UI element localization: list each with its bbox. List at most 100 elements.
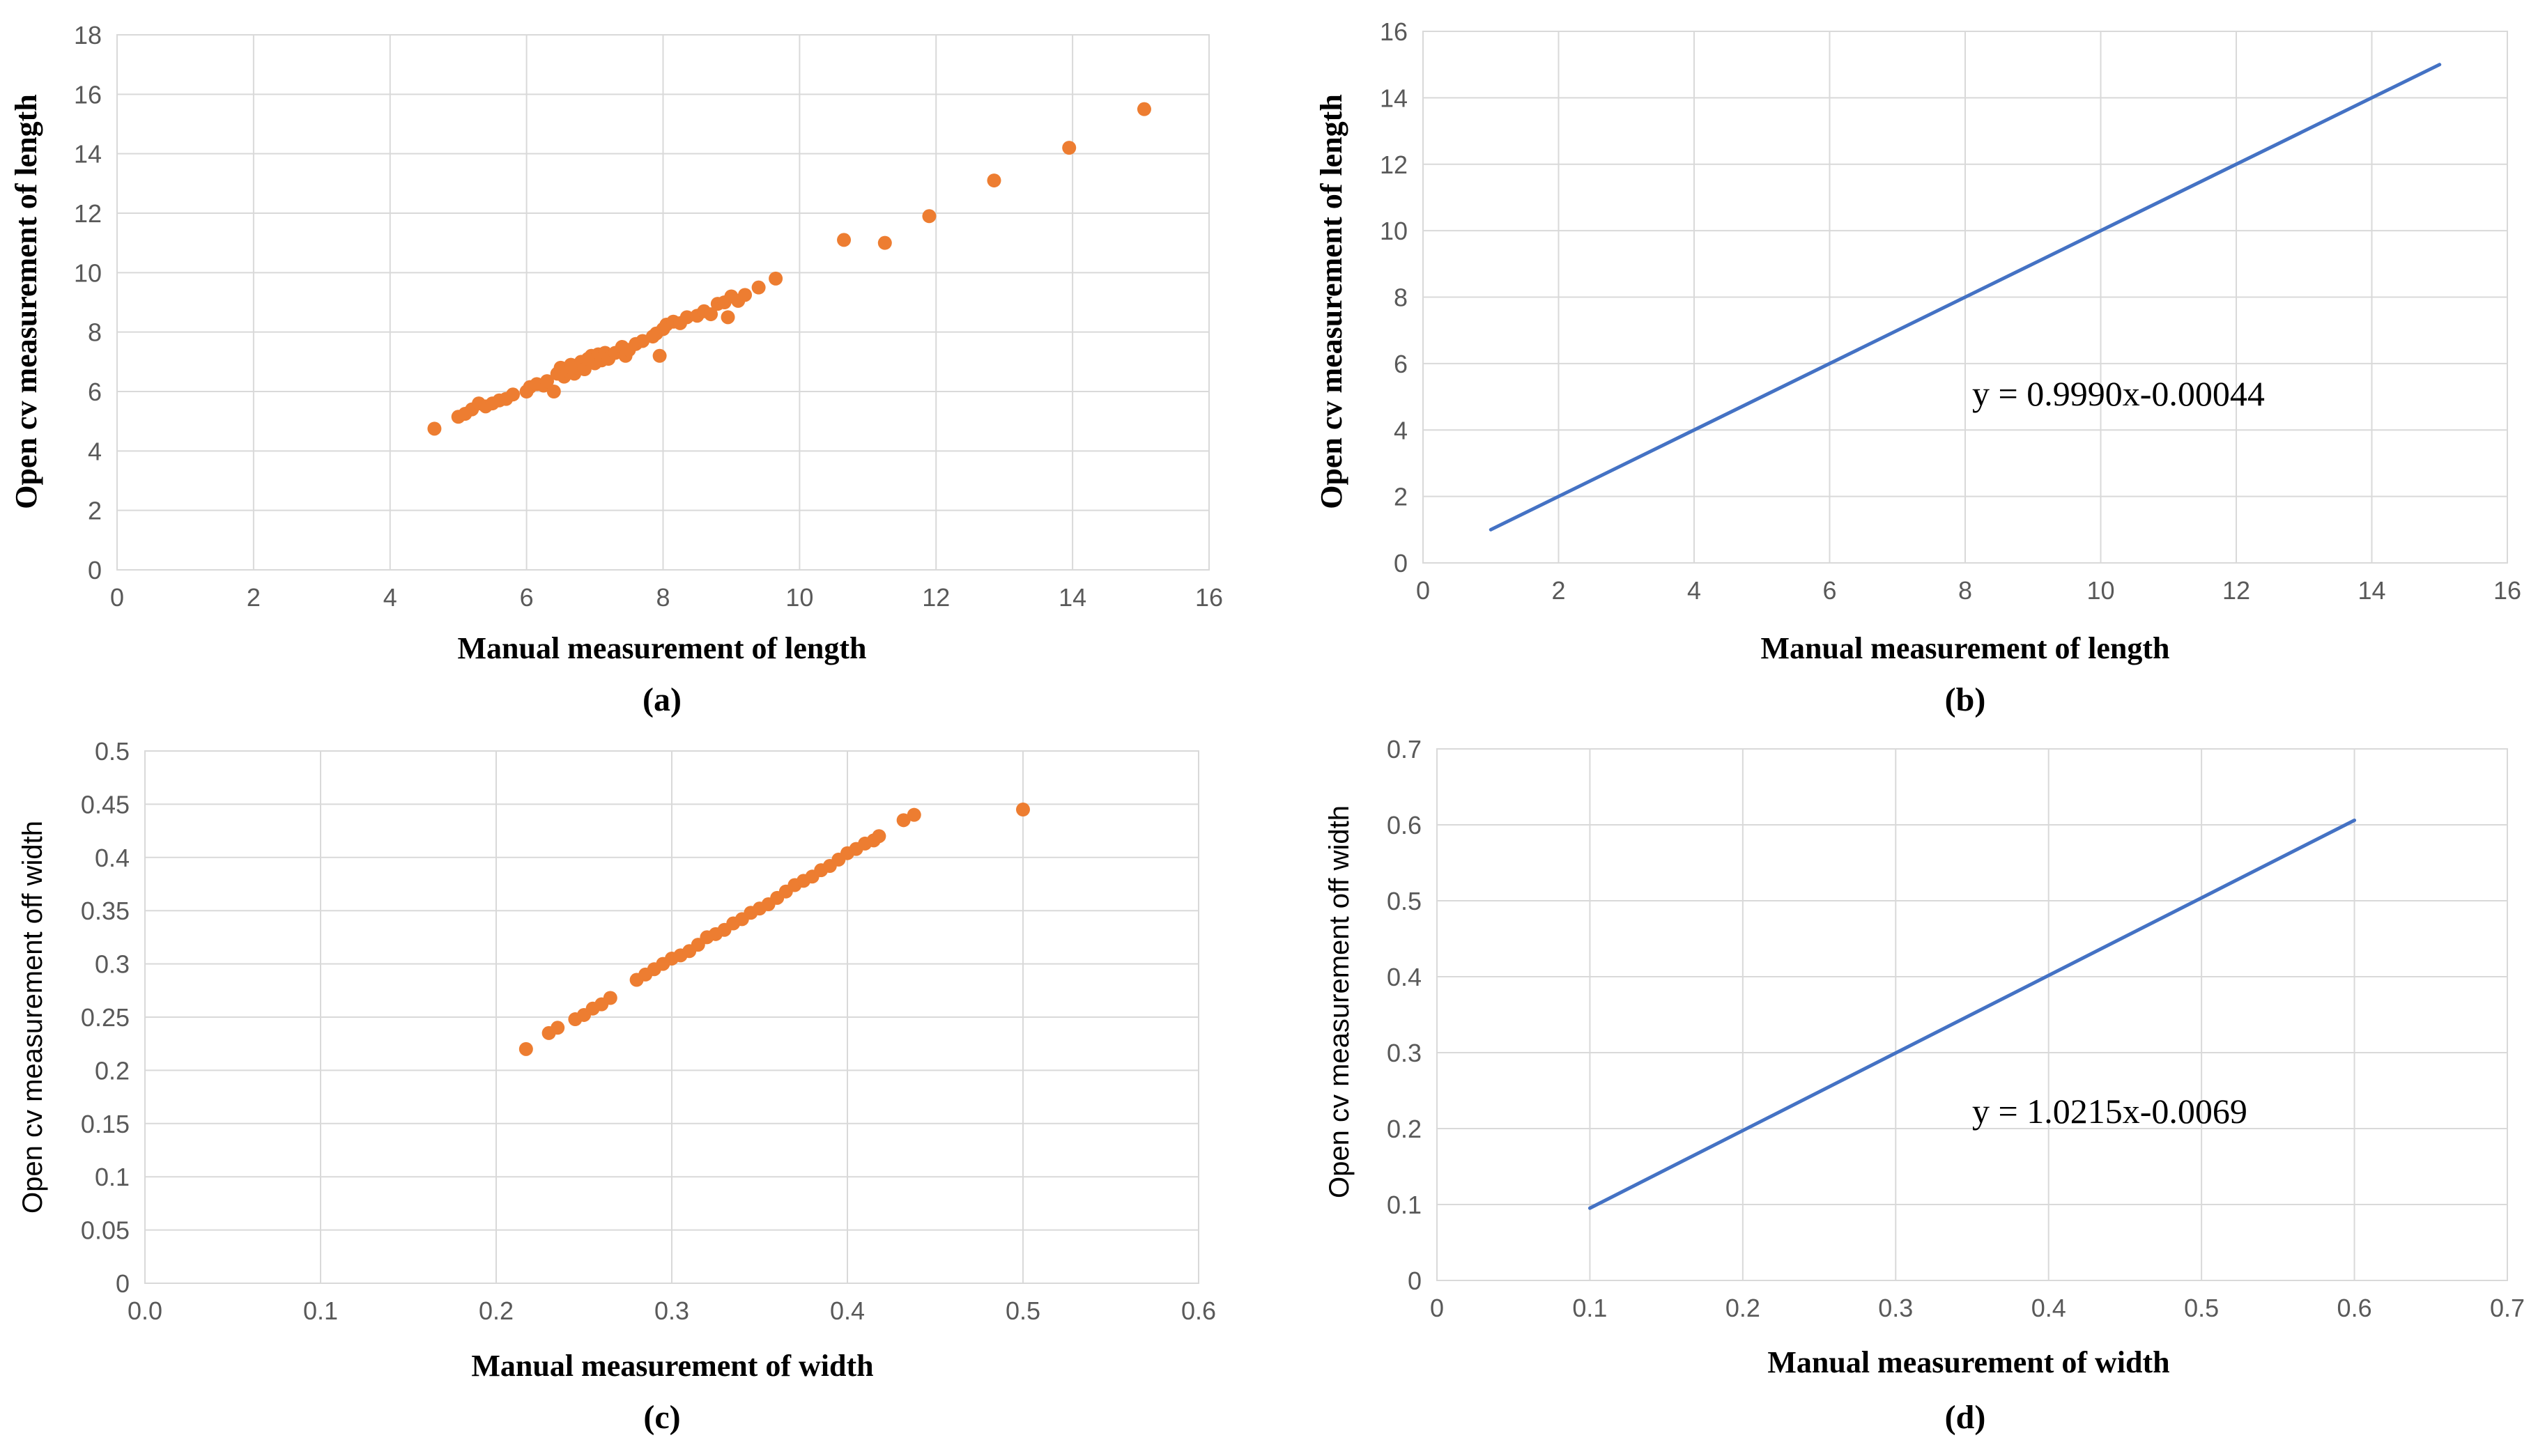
data-point: [540, 374, 555, 389]
x-tick-label: 0.1: [1572, 1294, 1607, 1322]
data-point: [679, 310, 694, 325]
x-tick-label: 2: [1551, 576, 1565, 605]
panel-label-d: (d): [1945, 1399, 1986, 1436]
y-tick-label: 2: [1394, 483, 1408, 511]
y-tick-label: 0.15: [81, 1110, 130, 1138]
x-tick-label: 0: [1430, 1294, 1444, 1322]
chart-panel-a: 0 2 4 6 8 10 12 14 16 0 2 4 6 8 10 12 14 16 18 Manual meas…: [9, 21, 1223, 718]
x-tick-label: 0.6: [2337, 1294, 2372, 1322]
y-tick-label: 4: [1394, 416, 1408, 444]
y-tick-label: 4: [88, 437, 102, 465]
x-tick-label: 2: [247, 583, 261, 612]
chart-panel-b: 0 2 4 6 8 10 12 14 16 0 2 4 6 8 10 12 14 16 Manual measur…: [1314, 17, 2521, 718]
data-point: [769, 271, 783, 286]
x-tick-label: 0.2: [1725, 1294, 1760, 1322]
data-point: [652, 348, 667, 363]
y-tick-label: 12: [74, 199, 102, 228]
y-tick-label: 0: [116, 1269, 130, 1298]
y-tick-label: 0.7: [1387, 735, 1422, 764]
x-tick-label: 12: [2222, 576, 2250, 605]
y-tick-label: 0.1: [1387, 1191, 1422, 1219]
x-tick-label: 14: [1059, 583, 1086, 612]
x-tick-label: 0.0: [128, 1296, 162, 1325]
y-tick-label: 0.1: [95, 1163, 130, 1191]
y-tick-label: 0: [1408, 1267, 1422, 1295]
x-axis-title-b: Manual measurement of length: [1760, 631, 2169, 665]
data-point: [1137, 102, 1151, 116]
regression-line: [1489, 63, 2442, 532]
y-axis-title-b: Open cv measurement of length: [1314, 94, 1348, 509]
x-axis-title-d: Manual measurement of width: [1767, 1345, 2169, 1379]
y-tick-label: 8: [1394, 284, 1408, 312]
plot-area-c: 0.0 0.1 0.2 0.3 0.4 0.5 0.6 0 0.05 0.1 0.15 0.2 0.25…: [81, 737, 1216, 1325]
panel-label-c: (c): [643, 1399, 680, 1436]
plot-frame: [116, 34, 1210, 571]
x-tick-label: 0.2: [479, 1296, 514, 1325]
y-tick-label: 0.5: [1387, 887, 1422, 915]
y-tick-label: 6: [88, 378, 102, 406]
x-axis-title-c: Manual measurement of width: [471, 1349, 873, 1383]
y-tick-label: 8: [88, 318, 102, 347]
x-tick-label: 0.3: [654, 1296, 689, 1325]
data-point: [987, 173, 1001, 188]
y-tick-label: 0: [1394, 549, 1408, 578]
y-tick-label: 0.3: [95, 950, 130, 979]
y-tick-label: 0: [88, 556, 102, 584]
x-tick-label: 0.4: [2031, 1294, 2066, 1322]
x-tick-label: 0.4: [830, 1296, 865, 1325]
y-axis-title-a: Open cv measurement of length: [9, 94, 43, 509]
y-tick-label: 0.2: [1387, 1115, 1422, 1143]
y-tick-label: 0.25: [81, 1003, 130, 1032]
y-tick-label: 12: [1380, 150, 1408, 179]
y-tick-label: 0.6: [1387, 811, 1422, 839]
x-tick-label: 0.5: [1006, 1296, 1040, 1325]
x-tick-label: 6: [520, 583, 534, 612]
x-tick-label: 0.5: [2184, 1294, 2219, 1322]
x-tick-label: 10: [2086, 576, 2114, 605]
data-point: [721, 310, 735, 325]
y-tick-label: 14: [74, 140, 102, 169]
plot-area-b: 0 2 4 6 8 10 12 14 16 0 2 4 6 8 10 12 14 16: [1380, 17, 2521, 605]
chart-panel-d: 0 0.1 0.2 0.3 0.4 0.5 0.6 0.7 0 0.1 0.2 0.3 0.4 0.5 0.…: [1324, 735, 2525, 1436]
data-point: [603, 991, 617, 1005]
y-tick-label: 0.4: [1387, 963, 1422, 991]
x-axis-title-a: Manual measurement of length: [457, 631, 866, 665]
y-tick-label: 0.4: [95, 844, 130, 872]
y-tick-label: 2: [88, 497, 102, 525]
data-point: [427, 421, 442, 436]
plot-frame: [1436, 748, 2508, 1281]
x-tick-label: 16: [2493, 576, 2521, 605]
y-tick-label: 16: [74, 80, 102, 109]
y-axis-title-c: Open cv measurement off width: [17, 821, 48, 1214]
y-tick-label: 18: [74, 21, 102, 49]
data-point: [551, 1021, 565, 1035]
plot-area-d: 0 0.1 0.2 0.3 0.4 0.5 0.6 0.7 0 0.1 0.2 0.3 0.4 0.5 0.…: [1387, 735, 2525, 1322]
regression-line: [1587, 818, 2357, 1210]
y-tick-label: 0.5: [95, 737, 130, 766]
regression-equation-b: y = 0.9990x-0.00044: [1972, 374, 2265, 413]
x-tick-label: 0.1: [303, 1296, 338, 1325]
x-tick-label: 0: [110, 583, 124, 612]
x-tick-label: 4: [383, 583, 397, 612]
y-tick-label: 0.05: [81, 1216, 130, 1245]
y-tick-label: 0.45: [81, 790, 130, 819]
data-point: [907, 807, 921, 822]
regression-equation-d: y = 1.0215x-0.0069: [1972, 1092, 2247, 1131]
x-tick-label: 0: [1416, 576, 1430, 605]
data-point: [1016, 803, 1030, 817]
x-tick-label: 0.6: [1181, 1296, 1216, 1325]
y-tick-label: 0.2: [95, 1056, 130, 1085]
data-point: [704, 307, 718, 322]
x-tick-label: 14: [2358, 576, 2385, 605]
plot-frame: [1422, 31, 2508, 564]
x-tick-label: 4: [1687, 576, 1701, 605]
y-tick-label: 16: [1380, 17, 1408, 46]
x-tick-label: 6: [1822, 576, 1836, 605]
data-point: [922, 209, 937, 224]
panel-label-a: (a): [643, 681, 682, 718]
data-point: [877, 235, 892, 250]
plot-frame: [144, 750, 1199, 1284]
plot-area-a: 0 2 4 6 8 10 12 14 16 0 2 4 6 8 10 12 14 16 18: [74, 21, 1223, 612]
y-tick-label: 0.3: [1387, 1039, 1422, 1067]
